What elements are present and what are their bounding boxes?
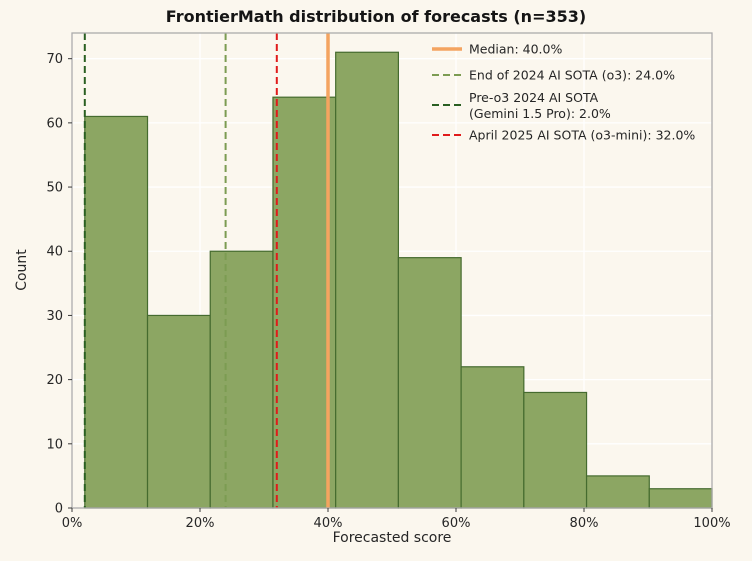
x-tick-label: 40% [314, 516, 343, 531]
histogram-bar [209, 250, 274, 509]
x-tick-label: 60% [442, 516, 471, 531]
y-tick-label: 30 [46, 309, 63, 324]
chart-title: FrontierMath distribution of forecasts (… [165, 7, 587, 26]
legend-item-label: End of 2024 AI SOTA (o3): 24.0% [469, 68, 675, 83]
histogram-bar [460, 366, 525, 509]
histogram-bar [84, 115, 149, 509]
x-tick-label: 80% [570, 516, 599, 531]
histogram-bar [146, 314, 211, 509]
legend-item-label: Pre-o3 2024 AI SOTA [469, 90, 599, 105]
x-tick-label: 0% [62, 516, 83, 531]
y-tick-label: 60 [46, 116, 63, 131]
legend-item-label: April 2025 AI SOTA (o3-mini): 32.0% [469, 128, 695, 143]
x-axis-label: Forecasted score [332, 530, 452, 546]
y-tick-label: 70 [46, 52, 63, 67]
legend-item-label: (Gemini 1.5 Pro): 2.0% [469, 106, 611, 121]
histogram-bar [648, 488, 713, 509]
y-tick-label: 20 [46, 373, 63, 388]
y-axis-label: Count [14, 249, 30, 291]
histogram-bar [335, 51, 399, 509]
y-tick-label: 50 [46, 181, 63, 196]
y-tick-label: 0 [55, 502, 63, 517]
x-tick-label: 100% [693, 516, 730, 531]
plot-spines [71, 32, 713, 509]
histogram-bar [585, 475, 650, 509]
x-tick-label: 20% [186, 516, 215, 531]
y-tick-label: 10 [46, 437, 63, 452]
histogram-bar [397, 257, 462, 509]
histogram-bar [523, 391, 588, 509]
legend-item-label: Median: 40.0% [469, 42, 562, 57]
y-tick-label: 40 [46, 245, 63, 260]
